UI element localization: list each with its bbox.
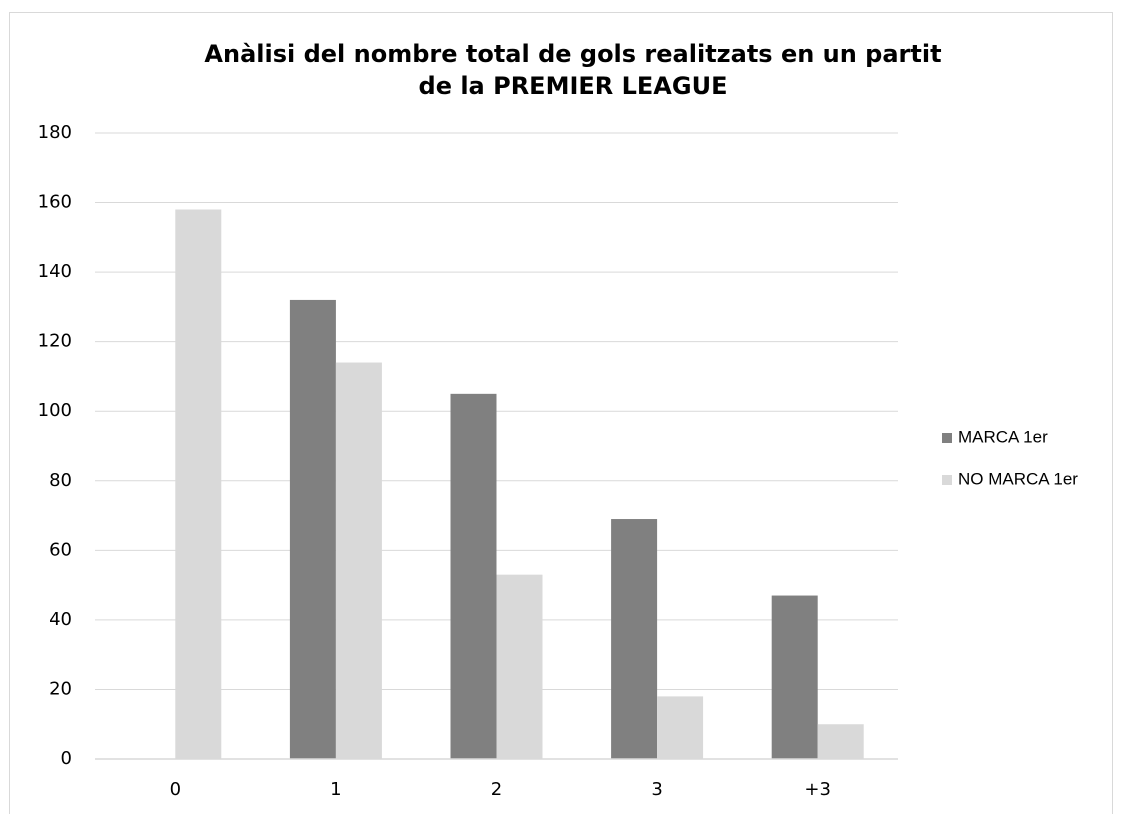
bar [289,299,336,759]
bar [335,362,382,759]
y-tick-label: 160 [38,192,72,213]
bar [611,519,658,759]
legend-swatch [942,433,952,443]
bar [771,595,818,759]
legend-label: MARCA 1er [958,427,1048,446]
chart-title: de la PREMIER LEAGUE [419,72,728,100]
legend-swatch [942,475,952,485]
y-tick-label: 20 [49,678,72,699]
bar [496,574,543,759]
x-tick-label: 1 [330,779,341,800]
y-tick-label: 40 [49,609,72,630]
chart-border [9,12,1113,814]
x-tick-label: 3 [651,779,662,800]
y-tick-label: 60 [49,539,72,560]
bar [450,393,497,759]
bar [817,724,864,759]
y-tick-label: 140 [38,261,72,282]
bar [657,696,704,759]
x-tick-label: 2 [491,779,502,800]
legend-label: NO MARCA 1er [958,469,1078,488]
chart-title: Anàlisi del nombre total de gols realitz… [204,40,941,68]
y-tick-label: 180 [38,122,72,143]
y-tick-label: 100 [38,400,72,421]
x-tick-label: 0 [170,779,181,800]
y-tick-label: 80 [49,470,72,491]
y-tick-label: 120 [38,331,72,352]
y-tick-label: 0 [61,748,72,769]
bar [175,209,222,759]
x-tick-label: +3 [804,779,831,800]
